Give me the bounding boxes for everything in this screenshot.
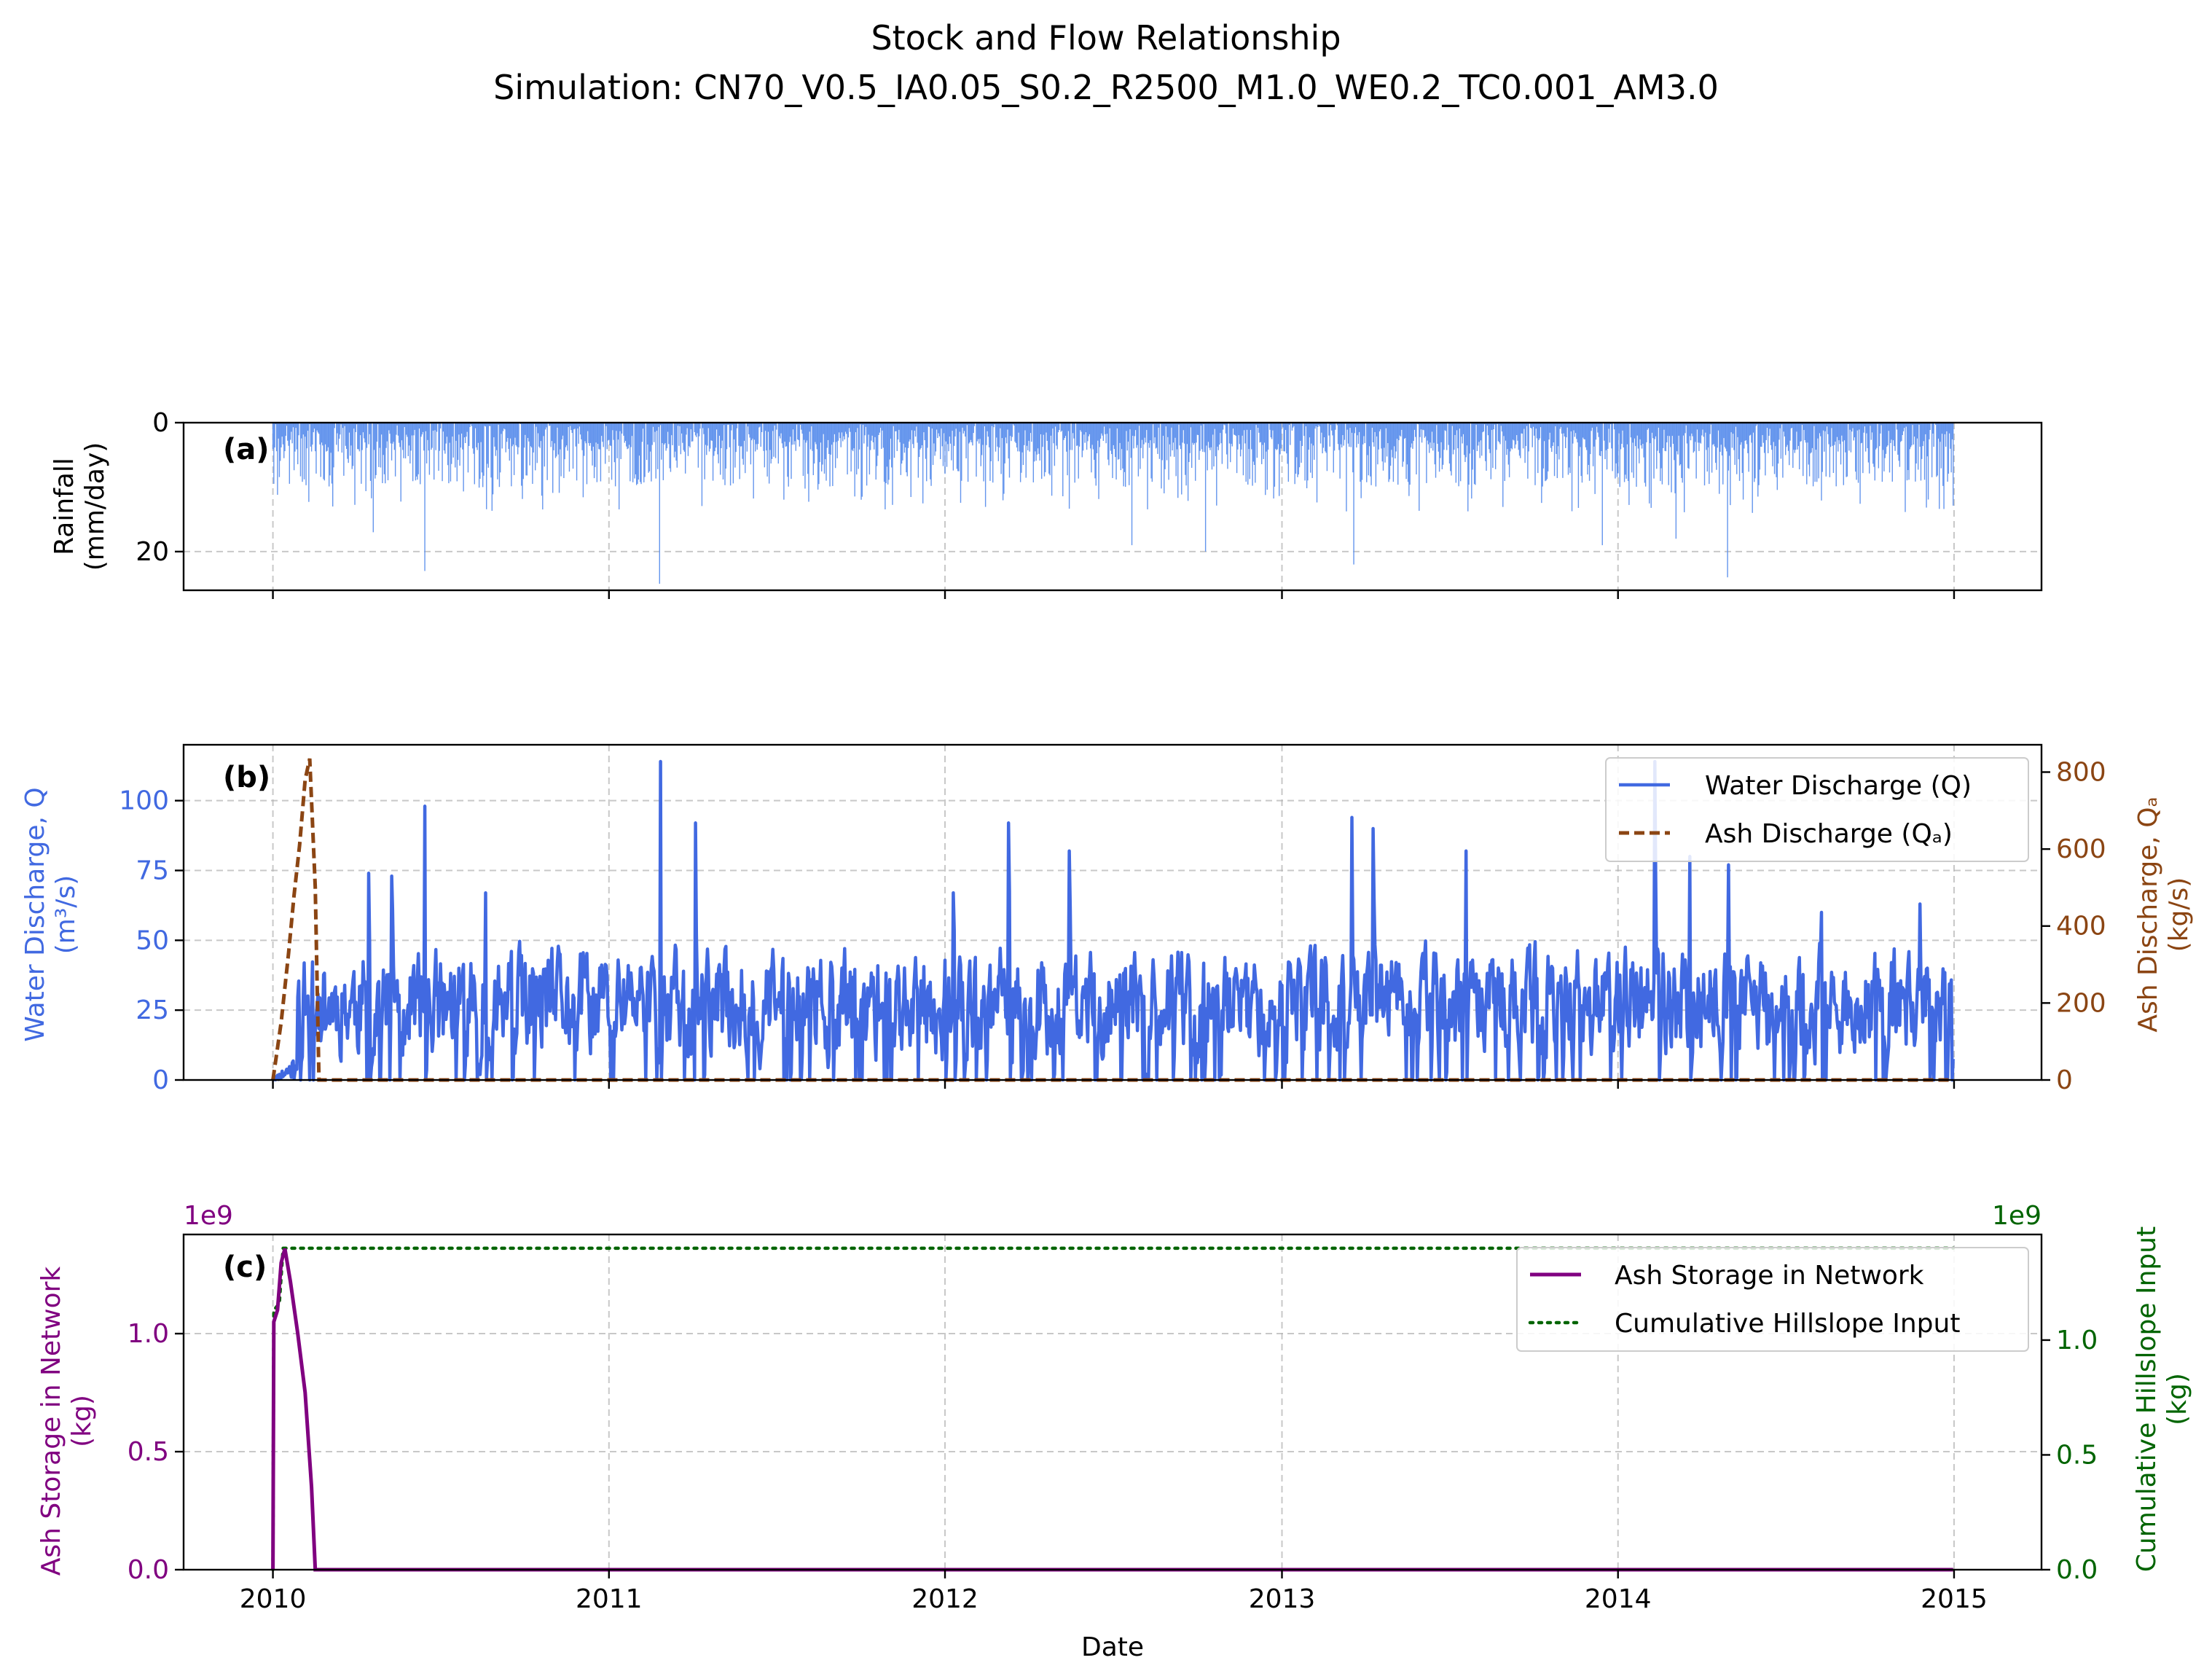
legend-storage-label: Ash Storage in Network bbox=[1615, 1261, 1924, 1291]
ytick-label-1.0: 1.0 bbox=[128, 1319, 169, 1349]
panel-a-frame bbox=[182, 421, 2043, 592]
panel-a-ylabel-line2: (mm/day) bbox=[80, 442, 110, 571]
ytick-label-0: 0 bbox=[152, 1065, 169, 1095]
panel-b-frame bbox=[182, 743, 2043, 1081]
rainfall-bars bbox=[272, 423, 1954, 584]
panel-c-left-yticks: 0.0 0.5 1.0 bbox=[128, 1319, 184, 1585]
x-axis-label: Date bbox=[1081, 1632, 1144, 1662]
panel-c-left-offset: 1e9 bbox=[184, 1201, 233, 1231]
xtick-label-2014: 2014 bbox=[1585, 1584, 1652, 1614]
xtick-label-2010: 2010 bbox=[240, 1584, 307, 1614]
ash-storage-line bbox=[271, 1248, 1953, 1572]
panel-b-left-yticks: 0 25 50 75 100 bbox=[119, 786, 184, 1095]
panel-c: 0.0 0.5 1.0 0.0 0.5 1.0 2010 2011 2012 2013 2014… bbox=[36, 1201, 2192, 1614]
y2tick-label-800: 800 bbox=[2056, 757, 2106, 787]
xtick-label-2012: 2012 bbox=[911, 1584, 978, 1614]
panel-b-y2label-unit: (kg/s) bbox=[2164, 877, 2194, 952]
water-discharge-line bbox=[272, 759, 1955, 1082]
panel-c-y2label: Cumulative Hillslope Input bbox=[2132, 1226, 2162, 1572]
panel-c-legend-box bbox=[1516, 1247, 2029, 1352]
panel-c-xticks: 2010 2011 2012 2013 2014 2015 bbox=[240, 1570, 1988, 1614]
ytick-label-20: 20 bbox=[136, 537, 169, 567]
panel-c-y2label-unit: (kg) bbox=[2162, 1373, 2192, 1425]
panel-b-ylabel-unit: (m³/s) bbox=[51, 875, 81, 954]
panel-a-ylabel-line1: Rainfall bbox=[50, 458, 79, 555]
y2tick-label-400: 400 bbox=[2056, 912, 2106, 942]
panel-b-ylabel: Water Discharge, Q bbox=[20, 787, 50, 1041]
legend-water-label: Water Discharge (Q) bbox=[1705, 771, 1972, 801]
y2tick-label-1.0: 1.0 bbox=[2056, 1326, 2098, 1355]
panel-a-xtick-marks bbox=[272, 590, 1956, 599]
panel-a-label: (a) bbox=[223, 433, 270, 466]
ytick-label-0.5: 0.5 bbox=[128, 1437, 169, 1467]
panel-b-label: (b) bbox=[223, 761, 270, 794]
xtick-label-2011: 2011 bbox=[576, 1584, 643, 1614]
y2tick-label-0: 0 bbox=[2056, 1065, 2073, 1095]
xtick-label-2013: 2013 bbox=[1249, 1584, 1316, 1614]
figure-title: Stock and Flow Relationship bbox=[871, 18, 1341, 58]
ytick-label-0.0: 0.0 bbox=[128, 1555, 169, 1585]
panel-c-ylabel-unit: (kg) bbox=[67, 1395, 97, 1447]
panel-c-right-offset: 1e9 bbox=[1992, 1201, 2042, 1231]
ytick-label-0: 0 bbox=[152, 408, 169, 438]
panel-a: 0 20 (a) Rainfall (mm/day) bbox=[50, 408, 2043, 599]
legend-hillslope-label: Cumulative Hillslope Input bbox=[1615, 1309, 1960, 1339]
y2tick-label-0.0: 0.0 bbox=[2056, 1555, 2098, 1585]
panel-c-legend: Ash Storage in Network Cumulative Hillsl… bbox=[1516, 1247, 2029, 1352]
panel-c-frame bbox=[182, 1233, 2043, 1571]
panel-b-right-yticks: 0 200 400 600 800 bbox=[2042, 757, 2106, 1095]
panel-b-y2label: Ash Discharge, Qₐ bbox=[2133, 797, 2163, 1032]
panel-c-right-yticks: 0.0 0.5 1.0 bbox=[2042, 1326, 2098, 1585]
figure-subtitle: Simulation: CN70_V0.5_IA0.05_S0.2_R2500_… bbox=[493, 68, 1719, 107]
panel-b: 0 25 50 75 100 0 200 400 600 800 (b) Water Disch… bbox=[20, 743, 2194, 1095]
xtick-label-2015: 2015 bbox=[1921, 1584, 1988, 1614]
ytick-label-50: 50 bbox=[136, 925, 169, 955]
ytick-label-25: 25 bbox=[136, 995, 169, 1025]
y2tick-label-200: 200 bbox=[2056, 988, 2106, 1018]
y2tick-label-600: 600 bbox=[2056, 834, 2106, 864]
panel-c-label: (c) bbox=[223, 1251, 267, 1284]
legend-ash-label: Ash Discharge (Qₐ) bbox=[1705, 819, 1953, 849]
ash-discharge-line bbox=[271, 758, 1953, 1082]
ytick-label-75: 75 bbox=[136, 856, 169, 886]
panel-b-legend: Water Discharge (Q) Ash Discharge (Qₐ) bbox=[1605, 757, 2029, 862]
panel-b-xtick-marks bbox=[272, 1080, 1956, 1089]
panel-c-ylabel: Ash Storage in Network bbox=[36, 1267, 66, 1576]
panel-b-legend-box bbox=[1605, 757, 2029, 862]
ytick-label-100: 100 bbox=[119, 786, 169, 816]
panel-a-yticks: 0 20 bbox=[136, 408, 184, 567]
y2tick-label-0.5: 0.5 bbox=[2056, 1440, 2098, 1470]
